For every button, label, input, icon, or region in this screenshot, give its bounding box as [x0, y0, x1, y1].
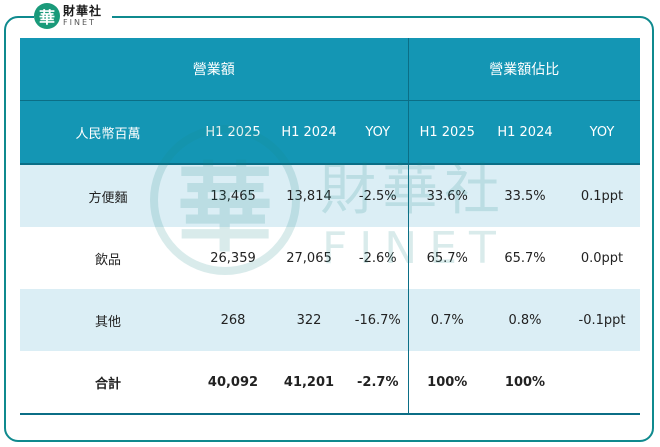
table-cell: 65.7% [407, 227, 486, 289]
table-cell: 100% [407, 351, 486, 414]
total-row: 合計 40,092 41,201 -2.7% 100% 100% [20, 351, 640, 414]
table-cell: 322 [270, 289, 348, 351]
revenue-table: 營業額 營業額佔比 人民幣百萬 H1 2025 H1 2024 YOY H1 2… [20, 38, 640, 415]
logo-text: 財華社 FINET [63, 5, 102, 27]
column-header: 人民幣百萬 [20, 100, 196, 164]
table-cell: 0.7% [407, 289, 486, 351]
table-cell: 40,092 [196, 351, 270, 414]
table-cell: -2.5% [348, 164, 408, 227]
column-header: H1 2024 [486, 100, 564, 164]
table-cell: 33.6% [407, 164, 486, 227]
column-header: H1 2025 [407, 100, 486, 164]
finet-seal-icon: 華 [34, 3, 60, 29]
table-cell: 0.8% [486, 289, 564, 351]
row-label: 飲品 [20, 227, 196, 289]
row-label: 合計 [20, 351, 196, 414]
table-cell: -2.7% [348, 351, 408, 414]
column-header: YOY [348, 100, 408, 164]
table-cell: 27,065 [270, 227, 348, 289]
table-cell [564, 351, 640, 414]
table-cell: -16.7% [348, 289, 408, 351]
table-cell: 268 [196, 289, 270, 351]
group-header-row: 營業額 營業額佔比 [20, 38, 640, 101]
table-cell: 65.7% [486, 227, 564, 289]
column-header: H1 2025 [196, 100, 270, 164]
column-header-row: 人民幣百萬 H1 2025 H1 2024 YOY H1 2025 H1 202… [20, 100, 640, 164]
table-cell: 0.0ppt [564, 227, 640, 289]
finet-logo: 華 財華社 FINET [34, 0, 112, 32]
table-cell: -0.1ppt [564, 289, 640, 351]
card-frame [4, 16, 654, 442]
table-cell: 33.5% [486, 164, 564, 227]
group-header-share: 營業額佔比 [407, 38, 640, 101]
row-label: 其他 [20, 289, 196, 351]
table-cell: 0.1ppt [564, 164, 640, 227]
table-cell: 26,359 [196, 227, 270, 289]
column-header: YOY [564, 100, 640, 164]
table-cell: 100% [486, 351, 564, 414]
table-cell: 13,465 [196, 164, 270, 227]
table-row: 方便麵 13,465 13,814 -2.5% 33.6% 33.5% 0.1p… [20, 164, 640, 227]
logo-name-cn: 財華社 [63, 4, 103, 18]
table-cell: 41,201 [270, 351, 348, 414]
table-cell: 13,814 [270, 164, 348, 227]
row-label: 方便麵 [20, 164, 196, 227]
table-row: 其他 268 322 -16.7% 0.7% 0.8% -0.1ppt [20, 289, 640, 351]
table-cell: -2.6% [348, 227, 408, 289]
logo-name-en: FINET [63, 18, 96, 27]
column-header: H1 2024 [270, 100, 348, 164]
group-header-revenue: 營業額 [20, 38, 408, 101]
table-row: 飲品 26,359 27,065 -2.6% 65.7% 65.7% 0.0pp… [20, 227, 640, 289]
